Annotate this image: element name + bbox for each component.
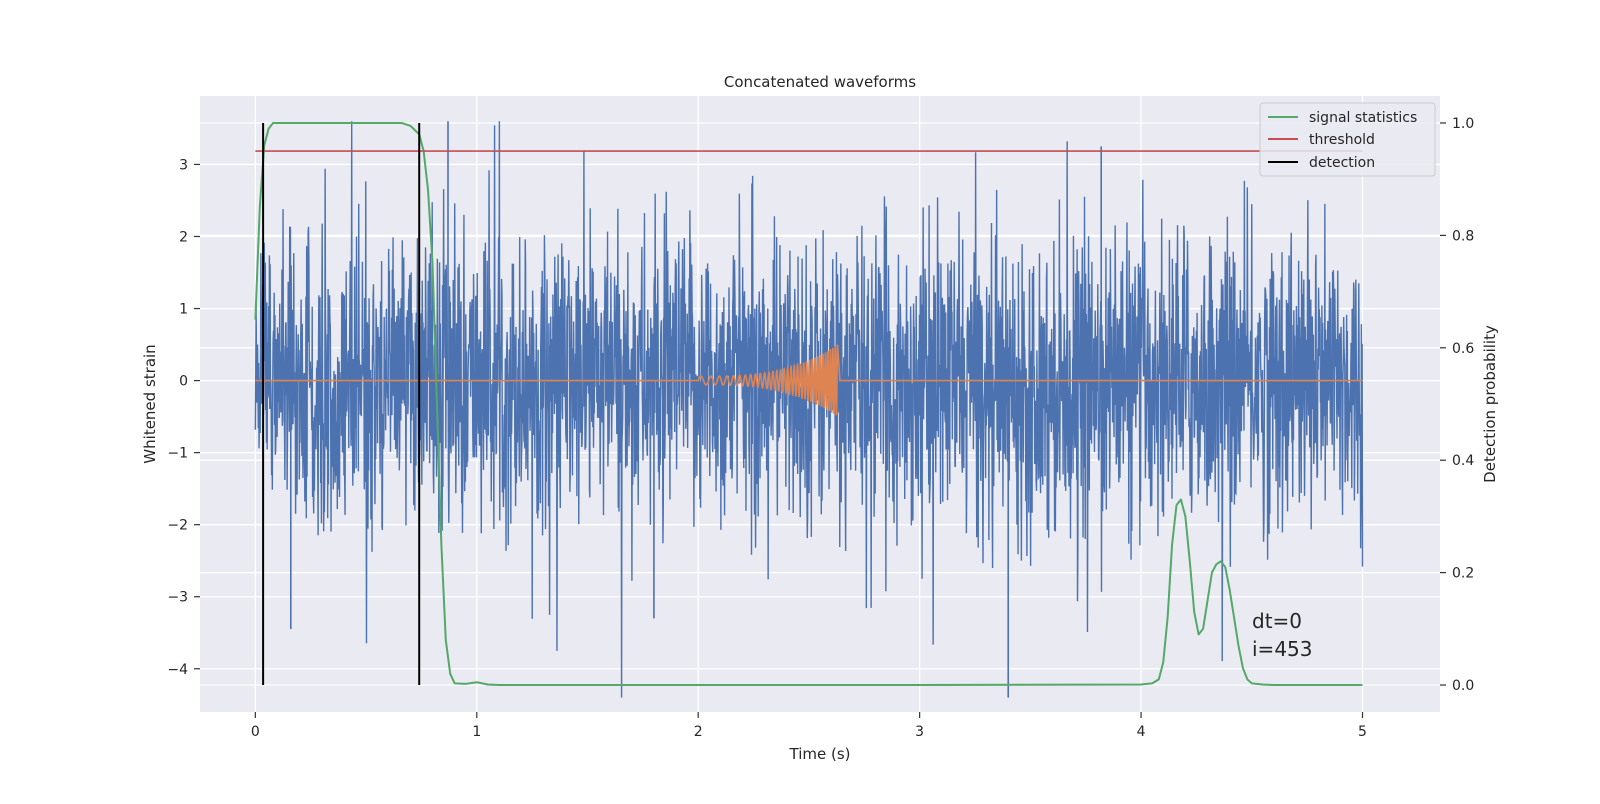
y2-axis-label: Detection probability [1481,325,1499,483]
x-axis-label: Time (s) [789,745,851,763]
x-tick-label: 4 [1137,724,1146,740]
chirp-series [255,344,1363,416]
legend-label-threshold: threshold [1309,132,1375,148]
chart-title: Concatenated waveforms [724,73,916,91]
legend-box [1259,102,1436,177]
y-tick-label: 1 [179,302,188,318]
y2-tick-label: 1.0 [1452,116,1474,132]
annotation-index: i=453 [1252,637,1313,661]
legend: signal statistics threshold detection [1259,102,1436,177]
x-tick-label: 3 [915,724,924,740]
y-tick-label: −2 [167,518,188,534]
y2-tick-label: 0.4 [1452,453,1474,469]
y2-tick-label: 0.8 [1452,228,1474,244]
x-tick-label: 2 [694,724,703,740]
strain-noise-line [254,121,1364,698]
x-tick-label: 0 [251,724,260,740]
legend-label-signal-statistics: signal statistics [1309,110,1417,126]
annotation-dt: dt=0 [1252,609,1302,633]
y-tick-label: 0 [179,374,188,390]
chirp-line [255,344,1363,416]
axes: 0 1 2 3 4 5 −4 −3 −2 −1 0 1 2 3 0.0 0.2 0.4 0.6 0.8 1.0 [167,116,1474,740]
x-tick-label: 5 [1358,724,1367,740]
y-tick-label: −1 [167,446,188,462]
y-tick-label: 2 [179,229,188,245]
strain-noise-series [254,121,1364,698]
x-tick-label: 1 [472,724,481,740]
signal-statistics-line [254,121,1363,687]
probability-series [254,121,1363,687]
y2-tick-label: 0.2 [1452,566,1474,582]
legend-label-detection: detection [1309,155,1375,171]
y-axis-label: Whitened strain [141,344,159,463]
y-tick-label: −4 [167,662,188,678]
y-tick-label: −3 [167,590,188,606]
y2-tick-label: 0.6 [1452,341,1474,357]
y2-tick-label: 0.0 [1452,678,1474,694]
y-tick-label: 3 [179,157,188,173]
